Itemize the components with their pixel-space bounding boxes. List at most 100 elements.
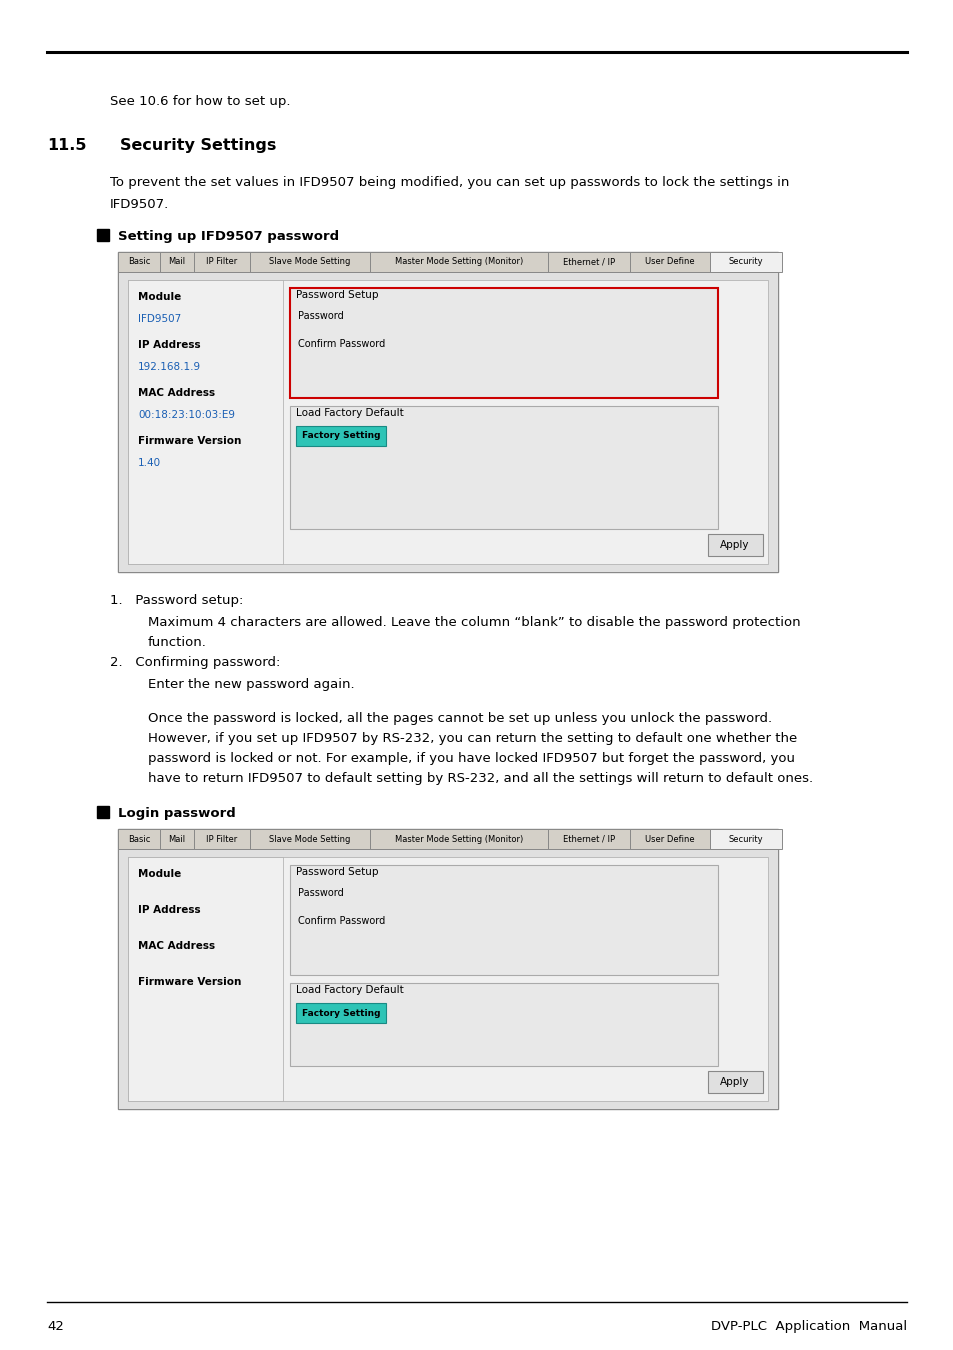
Bar: [118, 829, 778, 1108]
Text: Security: Security: [728, 258, 762, 266]
Text: Apply: Apply: [720, 1077, 749, 1087]
Text: Basic: Basic: [128, 258, 150, 266]
Bar: [629, 252, 709, 271]
Bar: [370, 829, 547, 849]
Text: IP Address: IP Address: [138, 340, 200, 350]
Text: Security Settings: Security Settings: [120, 138, 276, 153]
Text: Security: Security: [728, 834, 762, 844]
Text: Basic: Basic: [128, 834, 150, 844]
Bar: [128, 857, 767, 1102]
Bar: [97, 230, 109, 242]
Text: 2.   Confirming password:: 2. Confirming password:: [110, 656, 280, 670]
Bar: [250, 252, 370, 271]
Bar: [709, 829, 781, 849]
Text: Load Factory Default: Load Factory Default: [295, 986, 403, 995]
Text: have to return IFD9507 to default setting by RS-232, and all the settings will r: have to return IFD9507 to default settin…: [148, 772, 812, 784]
Text: Enter the new password again.: Enter the new password again.: [148, 678, 355, 691]
Text: Password Setup: Password Setup: [295, 867, 378, 878]
Text: Password Setup: Password Setup: [295, 290, 378, 300]
Bar: [295, 913, 395, 931]
Text: Firmware Version: Firmware Version: [138, 977, 241, 987]
Text: IFD9507.: IFD9507.: [110, 198, 169, 211]
Text: Setting up IFD9507 password: Setting up IFD9507 password: [118, 230, 338, 243]
Bar: [128, 857, 283, 1102]
Bar: [547, 252, 629, 271]
Text: Slave Mode Setting: Slave Mode Setting: [269, 834, 351, 844]
Text: 42: 42: [47, 1320, 64, 1332]
Bar: [629, 829, 709, 849]
Bar: [118, 271, 778, 572]
Bar: [399, 308, 495, 325]
Text: However, if you set up IFD9507 by RS-232, you can return the setting to default : However, if you set up IFD9507 by RS-232…: [148, 732, 797, 745]
Text: Factory Setting: Factory Setting: [301, 1008, 380, 1018]
Text: User Define: User Define: [644, 258, 694, 266]
Bar: [128, 279, 283, 564]
Bar: [295, 1003, 386, 1023]
Text: 1.40: 1.40: [138, 458, 161, 468]
Text: Confirm Password: Confirm Password: [297, 917, 385, 926]
Bar: [399, 336, 495, 354]
Text: 1.   Password setup:: 1. Password setup:: [110, 594, 243, 608]
Bar: [290, 983, 718, 1066]
Bar: [193, 252, 250, 271]
Bar: [707, 1071, 762, 1094]
Text: password is locked or not. For example, if you have locked IFD9507 but forget th: password is locked or not. For example, …: [148, 752, 794, 765]
Text: Module: Module: [138, 292, 181, 302]
Bar: [290, 288, 718, 398]
Bar: [295, 308, 395, 325]
Bar: [290, 865, 718, 975]
Text: Apply: Apply: [720, 540, 749, 549]
Bar: [118, 252, 160, 271]
Text: MAC Address: MAC Address: [138, 387, 214, 398]
Text: Module: Module: [138, 869, 181, 879]
Text: Ethernet / IP: Ethernet / IP: [562, 258, 615, 266]
Text: Login password: Login password: [118, 807, 235, 819]
Text: MAC Address: MAC Address: [138, 941, 214, 950]
Bar: [370, 252, 547, 271]
Text: DVP-PLC  Application  Manual: DVP-PLC Application Manual: [710, 1320, 906, 1332]
Bar: [709, 252, 781, 271]
Text: Ethernet / IP: Ethernet / IP: [562, 834, 615, 844]
Text: function.: function.: [148, 636, 207, 649]
Bar: [295, 336, 395, 354]
Text: Password: Password: [297, 310, 343, 321]
Text: User Define: User Define: [644, 834, 694, 844]
Text: Master Mode Setting (Monitor): Master Mode Setting (Monitor): [395, 834, 522, 844]
Bar: [399, 886, 495, 903]
Bar: [290, 406, 718, 529]
Bar: [118, 252, 778, 572]
Text: To prevent the set values in IFD9507 being modified, you can set up passwords to: To prevent the set values in IFD9507 bei…: [110, 176, 788, 189]
Bar: [118, 849, 778, 1108]
Text: Mail: Mail: [169, 834, 186, 844]
Bar: [707, 535, 762, 556]
Bar: [97, 806, 109, 818]
Text: Master Mode Setting (Monitor): Master Mode Setting (Monitor): [395, 258, 522, 266]
Text: 192.168.1.9: 192.168.1.9: [138, 362, 201, 373]
Text: Slave Mode Setting: Slave Mode Setting: [269, 258, 351, 266]
Bar: [160, 829, 193, 849]
Text: See 10.6 for how to set up.: See 10.6 for how to set up.: [110, 95, 291, 108]
Text: Maximum 4 characters are allowed. Leave the column “blank” to disable the passwo: Maximum 4 characters are allowed. Leave …: [148, 616, 800, 629]
Text: IP Filter: IP Filter: [206, 834, 237, 844]
Text: Mail: Mail: [169, 258, 186, 266]
Bar: [295, 886, 395, 903]
Text: IP Address: IP Address: [138, 904, 200, 915]
Bar: [118, 829, 160, 849]
Text: 00:18:23:10:03:E9: 00:18:23:10:03:E9: [138, 410, 234, 420]
Text: Firmware Version: Firmware Version: [138, 436, 241, 446]
Bar: [295, 427, 386, 446]
Text: Password: Password: [297, 888, 343, 898]
Text: IFD9507: IFD9507: [138, 315, 181, 324]
Text: 11.5: 11.5: [47, 138, 87, 153]
Bar: [128, 279, 767, 564]
Text: Factory Setting: Factory Setting: [301, 432, 380, 440]
Text: IP Filter: IP Filter: [206, 258, 237, 266]
Bar: [160, 252, 193, 271]
Text: Confirm Password: Confirm Password: [297, 339, 385, 350]
Text: Load Factory Default: Load Factory Default: [295, 408, 403, 418]
Bar: [250, 829, 370, 849]
Bar: [399, 913, 495, 931]
Bar: [193, 829, 250, 849]
Text: Once the password is locked, all the pages cannot be set up unless you unlock th: Once the password is locked, all the pag…: [148, 711, 771, 725]
Bar: [547, 829, 629, 849]
